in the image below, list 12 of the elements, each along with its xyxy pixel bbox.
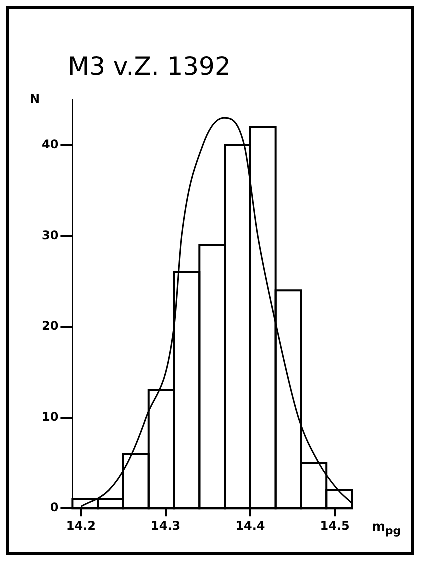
x-tick-label: 14.5 xyxy=(320,518,350,533)
y-tick-label: 40 xyxy=(42,138,59,152)
y-tick-label: 0 xyxy=(50,500,59,515)
chart-title: M3 v.Z. 1392 xyxy=(68,52,231,81)
y-tick-label: 30 xyxy=(42,228,59,242)
y-tick-label: 20 xyxy=(42,319,59,334)
x-tick-label: 14.4 xyxy=(236,518,266,533)
y-axis-title: N xyxy=(30,92,40,106)
x-tick-label: 14.2 xyxy=(66,518,96,533)
x-tick-label: 14.3 xyxy=(150,518,181,533)
y-tick-label: 10 xyxy=(42,410,59,424)
x-axis-title: m$_{pg}$ xyxy=(372,520,402,538)
